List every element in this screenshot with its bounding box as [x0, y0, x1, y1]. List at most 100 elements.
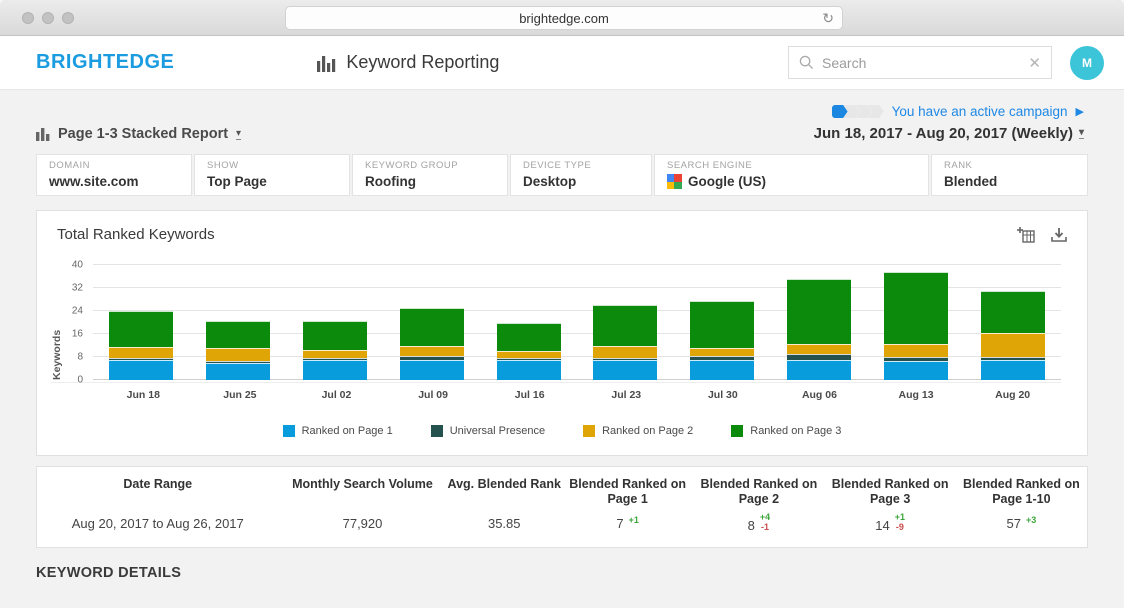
minimize-window-button[interactable]: [42, 11, 54, 24]
bar-segment[interactable]: [109, 358, 174, 360]
page-title: Keyword Reporting: [346, 52, 500, 72]
delta-indicator: +3: [1026, 515, 1036, 526]
address-bar[interactable]: brightedge.com ↻: [285, 6, 843, 30]
bar-segment[interactable]: [593, 345, 658, 359]
bar-segment[interactable]: [109, 311, 174, 347]
x-tick-label: Jul 02: [321, 389, 352, 401]
bar-segment[interactable]: [690, 348, 755, 356]
bar-segment[interactable]: [786, 354, 851, 360]
bar-segment[interactable]: [690, 300, 755, 349]
filter-device-type[interactable]: DEVICE TYPE Desktop: [510, 154, 652, 196]
filter-keyword-group[interactable]: KEYWORD GROUP Roofing: [352, 154, 508, 196]
bar-segment[interactable]: [883, 361, 948, 380]
filter-show[interactable]: SHOW Top Page: [194, 154, 350, 196]
chevron-down-icon: ▾: [236, 127, 242, 140]
date-range-selector[interactable]: Jun 18, 2017 - Aug 20, 2017 (Weekly) ▾: [814, 125, 1084, 142]
bar-segment[interactable]: [206, 348, 271, 362]
bar-segment[interactable]: [302, 349, 367, 359]
legend-item[interactable]: Ranked on Page 3: [731, 425, 841, 437]
bar-segment[interactable]: [786, 359, 851, 380]
summary-header: Blended Ranked on Page 1-10: [963, 477, 1080, 506]
play-arrow-icon[interactable]: ▶: [1075, 106, 1084, 118]
summary-value: 8: [747, 518, 755, 533]
clear-search-icon[interactable]: ✕: [1028, 54, 1041, 72]
search-input[interactable]: [822, 54, 1021, 71]
bar-segment[interactable]: [302, 321, 367, 350]
bar-segment[interactable]: [593, 358, 658, 360]
bar-segment[interactable]: [399, 359, 464, 380]
legend-item[interactable]: Universal Presence: [430, 425, 545, 437]
bar-segment[interactable]: [206, 362, 271, 380]
bar-segment[interactable]: [786, 344, 851, 355]
bar-segment[interactable]: [883, 344, 948, 357]
y-tick: 32: [71, 282, 83, 294]
bar-jul-30[interactable]: [690, 300, 755, 380]
chart-card-header: Total Ranked Keywords: [37, 211, 1087, 247]
download-icon[interactable]: [1051, 227, 1067, 243]
bar-chart-icon: [317, 55, 336, 72]
filter-domain[interactable]: DOMAIN www.site.com: [36, 154, 192, 196]
bar-aug-13[interactable]: [883, 272, 948, 380]
user-avatar[interactable]: M: [1070, 45, 1104, 80]
maximize-window-button[interactable]: [62, 11, 74, 24]
bar-jul-02[interactable]: [302, 321, 367, 380]
legend-swatch: [731, 425, 744, 437]
bar-segment[interactable]: [206, 321, 271, 349]
bar-segment[interactable]: [496, 351, 561, 359]
summary-header: Avg. Blended Rank: [447, 477, 561, 491]
legend-item[interactable]: Ranked on Page 2: [583, 425, 693, 437]
bar-segment[interactable]: [980, 332, 1045, 357]
window-controls[interactable]: [22, 11, 74, 24]
keyword-details-heading: KEYWORD DETAILS: [36, 565, 182, 581]
bar-jul-16[interactable]: [496, 322, 561, 380]
bar-segment[interactable]: [496, 358, 561, 360]
bar-segment[interactable]: [980, 290, 1045, 333]
bar-jun-25[interactable]: [206, 321, 271, 380]
bar-segment[interactable]: [109, 359, 174, 380]
delta-up: +1: [628, 514, 639, 525]
brightedge-logo[interactable]: BRIGHTEDGE: [36, 51, 175, 73]
delta-up: +1: [894, 512, 905, 522]
bar-jul-09[interactable]: [399, 308, 464, 380]
gridline: [93, 310, 1061, 311]
bar-segment[interactable]: [496, 322, 561, 352]
bar-segment[interactable]: [302, 359, 367, 380]
bar-segment[interactable]: [593, 359, 658, 380]
bar-segment[interactable]: [690, 359, 755, 380]
bar-jul-23[interactable]: [593, 305, 658, 380]
date-range-text: Jun 18, 2017 - Aug 20, 2017 (Weekly): [813, 125, 1073, 142]
close-window-button[interactable]: [22, 11, 34, 24]
add-to-dashboard-icon[interactable]: [1017, 226, 1035, 243]
report-selector[interactable]: Page 1-3 Stacked Report ▾: [36, 126, 242, 142]
search-box[interactable]: ✕: [788, 46, 1052, 79]
filter-search-engine[interactable]: SEARCH ENGINE Google (US): [654, 154, 929, 196]
bar-segment[interactable]: [786, 279, 851, 345]
bar-segment[interactable]: [496, 359, 561, 380]
bar-segment[interactable]: [980, 359, 1045, 380]
bar-segment[interactable]: [302, 358, 367, 360]
bar-segment[interactable]: [690, 355, 755, 360]
bar-segment[interactable]: [980, 357, 1045, 360]
bar-segment[interactable]: [399, 345, 464, 356]
legend-item[interactable]: Ranked on Page 1: [282, 425, 393, 437]
bar-segment[interactable]: [399, 308, 464, 346]
url-text[interactable]: brightedge.com: [519, 10, 609, 26]
reload-icon[interactable]: ↻: [822, 10, 834, 26]
active-campaign-link[interactable]: You have an active campaign: [891, 104, 1068, 119]
gridline: [93, 379, 1061, 380]
bar-segment[interactable]: [206, 361, 271, 363]
bar-aug-20[interactable]: [980, 290, 1045, 380]
filter-rank[interactable]: RANK Blended: [931, 154, 1088, 196]
y-tick: 0: [77, 374, 83, 386]
page-title-wrap: Keyword Reporting: [317, 52, 499, 73]
bar-segment[interactable]: [883, 357, 948, 362]
filter-label: RANK: [944, 160, 973, 171]
delta-indicator: +1 -9: [894, 512, 905, 532]
bar-segment[interactable]: [593, 305, 658, 346]
bar-segment[interactable]: [883, 272, 948, 345]
bar-jun-18[interactable]: [109, 311, 174, 380]
bar-segment[interactable]: [109, 346, 174, 359]
legend-swatch: [583, 425, 596, 437]
bar-segment[interactable]: [399, 355, 464, 360]
bar-aug-06[interactable]: [786, 279, 851, 380]
